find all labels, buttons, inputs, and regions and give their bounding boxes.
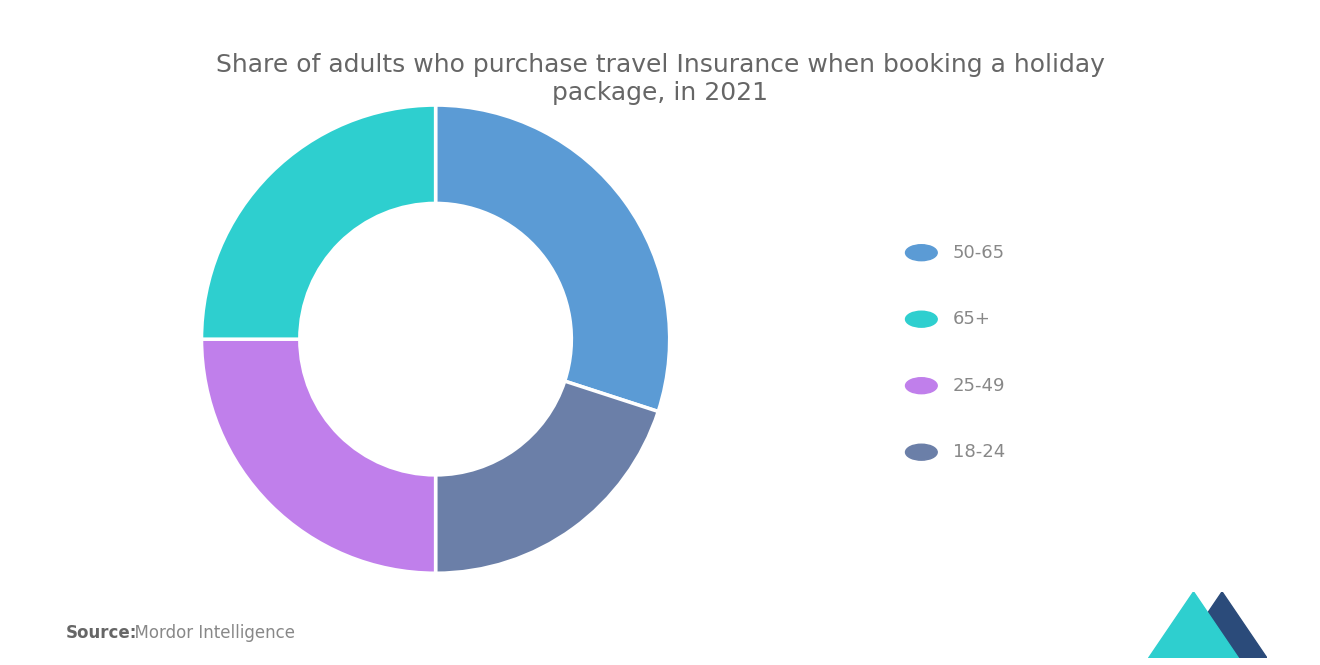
Wedge shape xyxy=(202,105,436,339)
Wedge shape xyxy=(202,339,436,573)
Text: 65+: 65+ xyxy=(953,310,991,329)
Wedge shape xyxy=(436,381,659,573)
Polygon shape xyxy=(1148,592,1238,658)
Text: Mordor Intelligence: Mordor Intelligence xyxy=(124,624,296,642)
Text: Share of adults who purchase travel Insurance when booking a holiday
package, in: Share of adults who purchase travel Insu… xyxy=(215,53,1105,105)
Wedge shape xyxy=(436,105,669,412)
Polygon shape xyxy=(1177,592,1267,658)
Text: 50-65: 50-65 xyxy=(953,243,1005,262)
Text: 25-49: 25-49 xyxy=(953,376,1006,395)
Text: Source:: Source: xyxy=(66,624,137,642)
Text: 18-24: 18-24 xyxy=(953,443,1006,462)
